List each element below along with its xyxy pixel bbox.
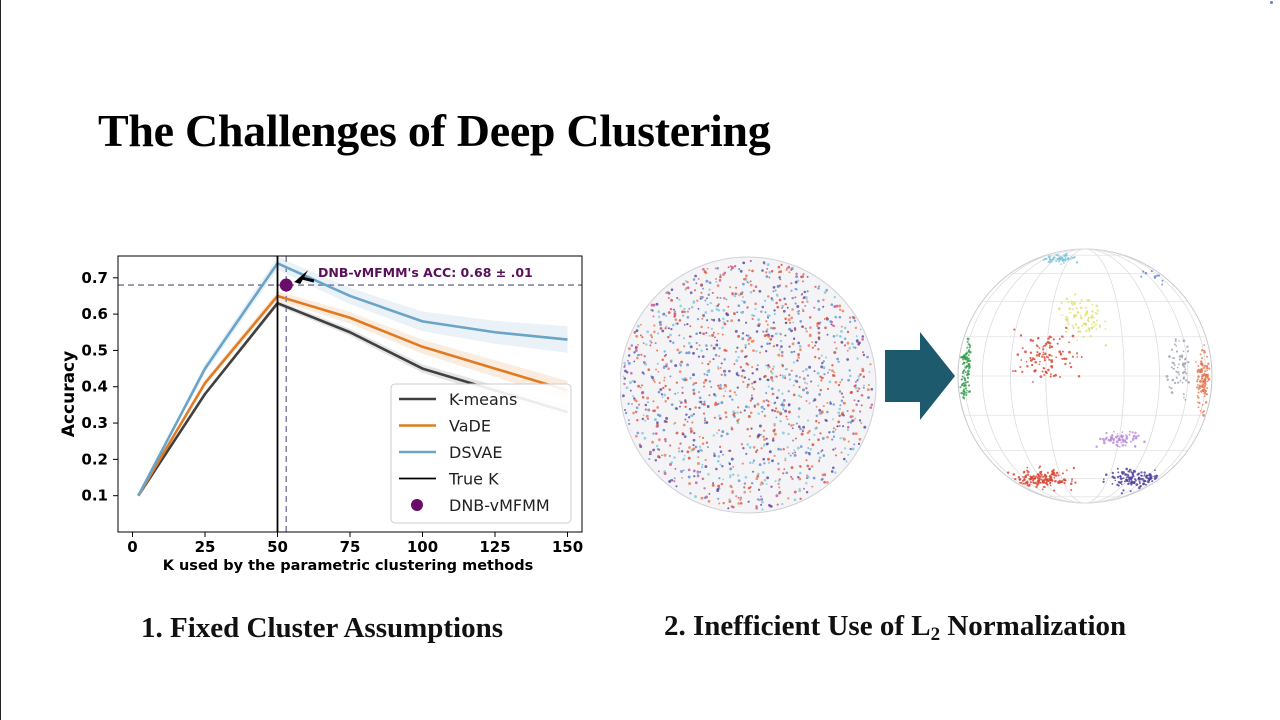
y-axis-label: Accuracy: [59, 351, 79, 437]
x-axis-label: K used by the parametric clustering meth…: [163, 558, 534, 574]
transform-arrow-icon: [885, 332, 955, 420]
sphere-figure: [620, 248, 1213, 514]
sphere-layer: [620, 248, 1213, 514]
x-tick-label: 125: [479, 538, 510, 556]
sphere-normalized-clusters: [959, 252, 1211, 495]
annotation-arrow-head: [294, 270, 309, 285]
dnb-vmfmm-point: [279, 278, 293, 292]
x-tick-label: 50: [267, 538, 288, 556]
caption-l2-suffix: Normalization: [940, 610, 1127, 642]
y-tick-label: 0.1: [81, 487, 108, 505]
corner-marker: [1270, 1, 1273, 4]
band-dsvae: [138, 256, 568, 496]
x-tick-label: 75: [340, 538, 361, 556]
y-tick-label: 0.5: [81, 341, 108, 359]
series-line-dsvae: [137, 261, 568, 497]
series-line-vade: [137, 294, 568, 497]
annotation-arrow-shaft: [301, 276, 315, 283]
legend-label: DNB-vMFMM: [449, 496, 550, 515]
legend-label: DSVAE: [449, 443, 502, 462]
x-tick-label: 0: [127, 538, 137, 556]
accuracy-line-chart: DNB-vMFMM's ACC: 0.68 ± .01 0 25 50 75 100 125…: [59, 255, 583, 574]
legend-label: True K: [448, 470, 499, 489]
caption-l2-subscript: 2: [930, 624, 941, 645]
chart-layer: DNB-vMFMM's ACC: 0.68 ± .01 0 25 50 75 100 125…: [59, 255, 583, 574]
slide-border: [0, 0, 1, 720]
slide-title: The Challenges of Deep Clustering: [98, 105, 771, 156]
x-tick-label: 150: [552, 538, 583, 556]
annotation-label: DNB-vMFMM's ACC: 0.68 ± .01: [318, 265, 533, 280]
caption-l2-prefix: 2. Inefficient Use of L: [664, 610, 931, 642]
legend-box: [390, 383, 572, 524]
caption-fixed-cluster: 1. Fixed Cluster Assumptions: [141, 612, 504, 644]
x-tick-label: 25: [195, 538, 216, 556]
sphere-unnormalized-points: [621, 259, 874, 511]
legend-label: VaDE: [449, 417, 491, 436]
legend-label: K-means: [449, 390, 517, 409]
caption-l2-normalization: 2. Inefficient Use of L2 Normalization: [664, 610, 1126, 646]
y-tick-label: 0.2: [81, 450, 108, 468]
y-tick-label: 0.7: [81, 269, 108, 287]
y-tick-label: 0.3: [81, 414, 108, 432]
y-tick-label: 0.6: [81, 305, 108, 323]
y-tick-label: 0.4: [81, 378, 108, 396]
legend-swatch: [411, 499, 423, 511]
x-tick-label: 100: [407, 538, 438, 556]
